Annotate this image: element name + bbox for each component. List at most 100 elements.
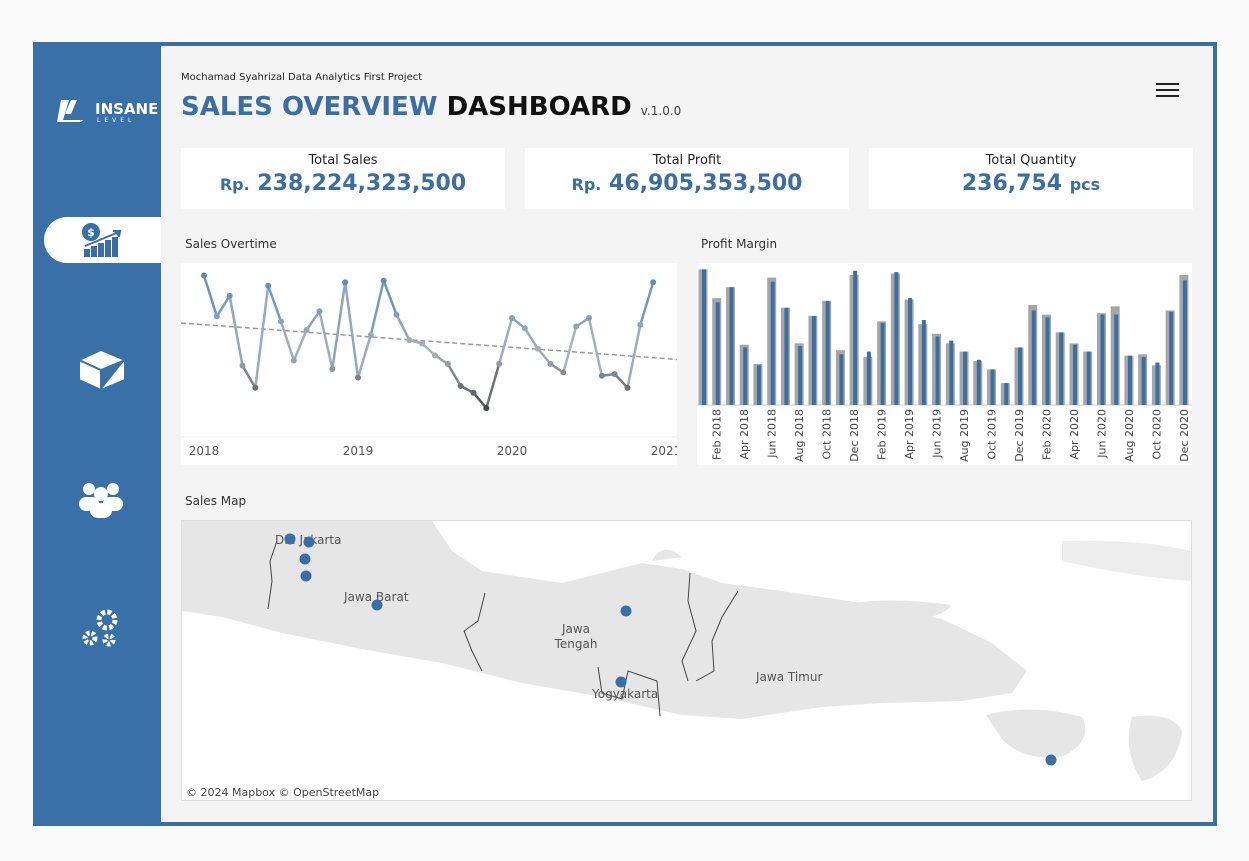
- point: [534, 345, 541, 352]
- bar: [825, 300, 830, 405]
- map-point[interactable]: [299, 553, 311, 565]
- point: [509, 315, 515, 321]
- x-tick-label: Feb 2020: [1041, 409, 1054, 460]
- x-tick-label: Feb 2019: [876, 409, 889, 460]
- x-tick-label: 2018: [189, 444, 220, 458]
- land: [182, 521, 1191, 781]
- point: [252, 384, 259, 391]
- bar: [1045, 317, 1050, 405]
- bar: [1072, 344, 1077, 405]
- bar: [770, 281, 775, 405]
- line-segment: [626, 324, 642, 388]
- line-segment: [292, 329, 308, 361]
- line-segment: [266, 285, 283, 322]
- map-point[interactable]: [615, 676, 627, 688]
- map-label: Yogyakarta: [591, 687, 658, 701]
- map-point[interactable]: [1045, 754, 1057, 766]
- point: [239, 362, 246, 369]
- bar: [1004, 383, 1009, 405]
- line-segment: [318, 310, 334, 370]
- point: [201, 272, 207, 279]
- line-segment: [215, 295, 231, 317]
- line-segment: [305, 310, 321, 331]
- x-tick-label: 2021: [651, 444, 677, 458]
- bar: [866, 351, 871, 405]
- line-segment: [382, 280, 398, 316]
- map-point[interactable]: [284, 533, 296, 545]
- map-point[interactable]: [300, 570, 312, 582]
- bar-chart: Feb 2018 Apr 2018 Jun 2018 Aug 2018 Oct 2018…: [697, 263, 1192, 465]
- line-segment: [279, 321, 296, 361]
- point: [355, 374, 361, 381]
- bar: [908, 298, 913, 405]
- bar: [1031, 310, 1036, 405]
- bar: [963, 351, 968, 405]
- point: [278, 318, 284, 325]
- line-segment: [497, 317, 514, 365]
- x-tick-label: Apr 2019: [903, 409, 916, 460]
- kpi-prefix: Rp.: [571, 175, 602, 194]
- x-tick-label: Apr 2018: [738, 409, 751, 460]
- bar: [990, 369, 995, 405]
- point: [444, 360, 451, 367]
- box-icon[interactable]: [76, 348, 128, 392]
- bar: [1127, 355, 1132, 405]
- title-blue: SALES OVERVIEW: [181, 92, 438, 122]
- bar: [743, 347, 748, 405]
- bar: [1114, 314, 1119, 405]
- kpi-label: Total Profit: [652, 153, 722, 168]
- chart-icon: [84, 230, 122, 257]
- point: [457, 383, 464, 389]
- point: [406, 337, 413, 344]
- settings-icon[interactable]: [82, 609, 118, 647]
- kpi-card: Total Sales Rp. 238,224,323,500: [181, 148, 505, 209]
- x-tick-label: Apr 2020: [1068, 409, 1081, 460]
- map-label: Tengah: [554, 637, 598, 651]
- chart-title: Profit Margin: [701, 237, 778, 251]
- bar: [811, 315, 816, 405]
- line-segment: [356, 334, 373, 378]
- active-tab[interactable]: [44, 217, 161, 263]
- map-point[interactable]: [303, 536, 315, 548]
- team-icon[interactable]: [79, 483, 123, 518]
- point: [650, 279, 657, 286]
- x-tick-label: Jun 2018: [766, 409, 779, 459]
- bar: [1100, 314, 1105, 405]
- kpi-card: Total Profit Rp. 46,905,353,500: [525, 148, 849, 209]
- line-segment: [639, 281, 655, 326]
- bar: [1018, 347, 1023, 405]
- point: [342, 279, 349, 286]
- x-tick-label: Aug 2019: [958, 409, 971, 462]
- map-point[interactable]: [371, 599, 383, 611]
- bar: [1155, 362, 1160, 405]
- point: [496, 360, 503, 367]
- point: [624, 384, 631, 391]
- map-point[interactable]: [620, 605, 632, 617]
- point: [393, 311, 400, 318]
- point: [316, 308, 323, 315]
- point: [521, 325, 528, 332]
- kpi-label: Total Sales: [308, 153, 378, 168]
- point: [586, 315, 592, 321]
- line-segment: [228, 295, 244, 366]
- point: [611, 371, 618, 378]
- bar: [921, 320, 926, 405]
- point: [637, 321, 644, 328]
- point: [470, 389, 477, 396]
- kpi-value: 236,754: [961, 171, 1063, 196]
- kpi-value: 46,905,353,500: [609, 171, 803, 196]
- logo-sub: LEVEL: [97, 117, 135, 124]
- bar: [702, 269, 706, 405]
- point: [547, 360, 554, 367]
- line-chart: 2018 2019 2020 2021: [181, 263, 677, 465]
- map-title: Sales Map: [185, 494, 247, 508]
- x-tick-label: Oct 2019: [986, 409, 999, 460]
- map-label: Jawa Timur: [755, 670, 822, 684]
- money-icon: [82, 223, 100, 241]
- bar: [1141, 357, 1146, 405]
- bar: [729, 287, 734, 405]
- map-label: Jawa Barat: [343, 590, 409, 604]
- menu-button[interactable]: [1156, 82, 1180, 100]
- point: [290, 357, 297, 364]
- x-tick-label: Jun 2019: [931, 409, 944, 459]
